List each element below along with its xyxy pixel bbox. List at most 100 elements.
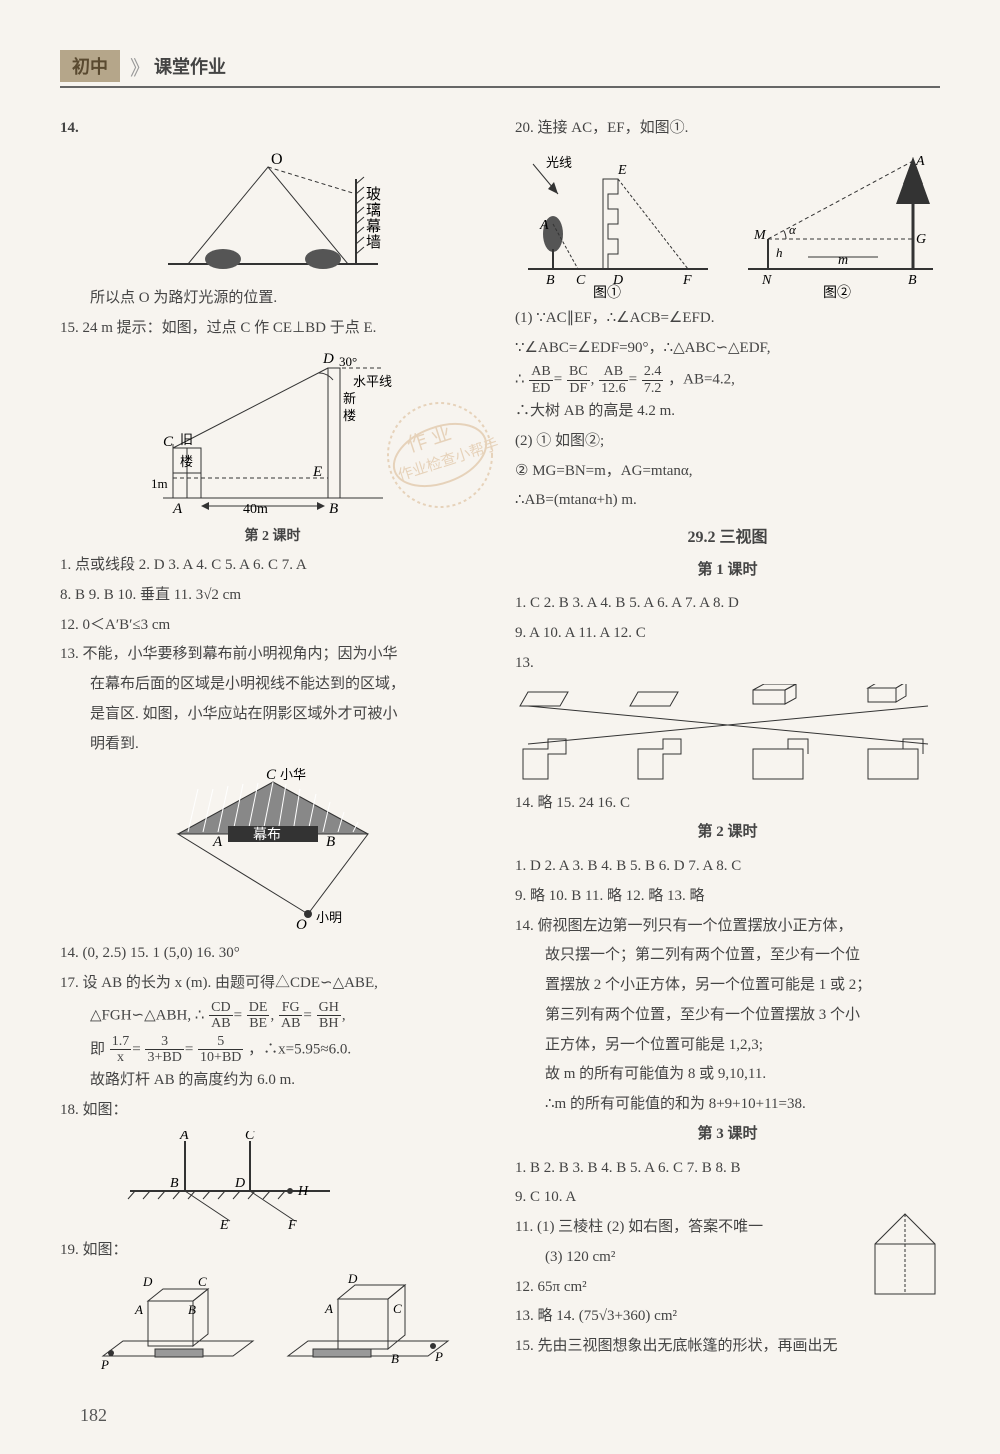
s2-line1: 1. D 2. A 3. B 4. B 5. B 6. D 7. A 8. C bbox=[515, 853, 940, 881]
section-292: 29.2 三视图 bbox=[515, 523, 940, 553]
frac-p2: 33+BD bbox=[145, 1034, 183, 1066]
fig18-A: A bbox=[179, 1131, 189, 1143]
fig19r-B: B bbox=[391, 1351, 399, 1366]
q20-1e: ∴大树 AB 的高是 4.2 m. bbox=[515, 398, 940, 426]
fig14-O: O bbox=[271, 151, 283, 168]
fig15-old1: 旧 bbox=[180, 432, 193, 447]
s2-q14d: 第三列有两个位置，至少有一个位置摆放 3 个小 bbox=[515, 1002, 940, 1030]
fig20-M: M bbox=[753, 228, 767, 243]
fig19-B: B bbox=[188, 1302, 196, 1317]
frac20-1: ABED bbox=[529, 364, 552, 396]
q13-a: 13. 不能，小华要移到幕布前小明视角内；因为小华 bbox=[60, 641, 485, 669]
q20-1b: ∵∠ABC=∠EDF=90°，∴△ABC∽△EDF, bbox=[515, 335, 940, 363]
page-header: 初中 》 课堂作业 bbox=[60, 50, 940, 88]
fig19r-C: C bbox=[393, 1301, 402, 1316]
fig15-D: D bbox=[322, 351, 334, 367]
fig-q14-diagram: O 玻 璃 幕 墙 bbox=[158, 149, 388, 279]
ans-line2: 8. B 9. B 10. 垂直 11. 3√2 cm bbox=[60, 582, 485, 610]
q20-1d: ，AB=4.2, bbox=[668, 372, 735, 388]
header-badge: 初中 bbox=[60, 50, 120, 82]
frac-cd-ab: CDAB bbox=[209, 1000, 232, 1032]
fig18-C: C bbox=[245, 1131, 255, 1143]
fig18-F: F bbox=[287, 1218, 297, 1231]
fig-s3-q11-diagram bbox=[870, 1209, 940, 1304]
s2-q14f: 故 m 的所有可能值为 8 或 9,10,11. bbox=[515, 1061, 940, 1089]
q14b: 14. (0, 2.5) 15. 1 (5,0) 16. 30° bbox=[60, 940, 485, 968]
fig-q18-diagram: A C B D H E F bbox=[120, 1131, 340, 1231]
fig15-angle: 30° bbox=[339, 354, 357, 369]
frac20-4: 2.47.2 bbox=[642, 364, 664, 396]
s2-q14a: 14. 俯视图左边第一列只有一个位置摆放小正方体， bbox=[515, 913, 940, 941]
ans-line3: 12. 0＜A′B′≤3 cm bbox=[60, 612, 485, 640]
fig13-C: C bbox=[266, 767, 277, 783]
s2-q14e: 正方体，另一个位置可能是 1,2,3; bbox=[515, 1032, 940, 1060]
page-number: 182 bbox=[80, 1405, 107, 1426]
section-292-2: 第 2 课时 bbox=[515, 819, 940, 847]
fig20-E: E bbox=[617, 163, 627, 178]
fig-q15-diagram: 旧 楼 新 楼 D 30° 水平线 C E 1m A B 40m bbox=[143, 348, 403, 518]
fig20-F: F bbox=[682, 273, 692, 288]
fig18-D: D bbox=[234, 1176, 245, 1191]
fig20-light: 光线 bbox=[546, 155, 572, 170]
fig-q20-diagram: 光线 E A B C D F 图① bbox=[518, 149, 938, 299]
fig13-O: O bbox=[296, 917, 307, 933]
fig-q13-diagram: 幕布 C 小华 A B O 小明 bbox=[158, 764, 388, 934]
fig20-A: A bbox=[539, 218, 549, 233]
content-columns: 14. bbox=[60, 113, 940, 1387]
q15-text: 15. 24 m 提示：如图，过点 C 作 CE⊥BD 于点 E. bbox=[60, 315, 485, 343]
q17d: ，∴x=5.95≈6.0. bbox=[248, 1041, 351, 1057]
s1-q13: 13. bbox=[515, 650, 940, 678]
s3-q15: 15. 先由三视图想象出无底帐篷的形状，再画出无 bbox=[515, 1333, 940, 1361]
fig20-B: B bbox=[546, 273, 555, 288]
s2-q14g: ∴m 的所有可能值的和为 8+9+10+11=38. bbox=[515, 1091, 940, 1119]
s2-q14b: 故只摆一个；第二列有两个位置，至少有一个位 bbox=[515, 942, 940, 970]
fig19r-A: A bbox=[324, 1301, 333, 1316]
fig20-cap2: 图② bbox=[823, 285, 851, 299]
fig20-G: G bbox=[916, 232, 926, 247]
fig20-Ar: A bbox=[915, 154, 925, 169]
fig18-H: H bbox=[297, 1184, 309, 1199]
q14-num: 14. bbox=[60, 120, 79, 136]
s1-line2: 9. A 10. A 11. A 12. C bbox=[515, 620, 940, 648]
ans-line1: 1. 点或线段 2. D 3. A 4. C 5. A 6. C 7. A bbox=[60, 552, 485, 580]
q20: 20. 连接 AC，EF，如图①. bbox=[515, 115, 940, 143]
fig19r-P: P bbox=[434, 1349, 443, 1364]
fig13-hua: 小华 bbox=[280, 767, 306, 782]
q17b: △FGH∽△ABH, ∴ bbox=[90, 1007, 204, 1023]
fig20-cap1: 图① bbox=[593, 285, 621, 299]
fig20-Br: B bbox=[908, 273, 917, 288]
right-column: 20. 连接 AC，EF，如图①. 光线 E A B bbox=[515, 113, 940, 1387]
fig19r-D: D bbox=[347, 1271, 358, 1286]
section-292-3: 第 3 课时 bbox=[515, 1121, 940, 1149]
s2-line2: 9. 略 10. B 11. 略 12. 略 13. 略 bbox=[515, 883, 940, 911]
s3-q13: 13. 略 14. (75√3+360) cm² bbox=[515, 1303, 940, 1331]
fig19-A: A bbox=[134, 1302, 143, 1317]
fig20-alpha: α bbox=[789, 222, 797, 237]
fig15-C: C bbox=[163, 434, 174, 450]
frac-de-be: DEBE bbox=[247, 1000, 270, 1032]
q20-1c-line: ∴ ABED= BCDF, AB12.6= 2.47.2 ，AB=4.2, bbox=[515, 364, 940, 396]
frac20-3: AB12.6 bbox=[599, 364, 628, 396]
fig20-N: N bbox=[761, 273, 772, 288]
fig19-C: C bbox=[198, 1274, 207, 1289]
frac-fg-ab: FGAB bbox=[279, 1000, 302, 1032]
q20-2c: ∴AB=(mtanα+h) m. bbox=[515, 487, 940, 515]
fig15-A: A bbox=[172, 501, 183, 517]
header-title: 课堂作业 bbox=[154, 53, 226, 79]
fig-s1-q13-diagram bbox=[518, 684, 938, 784]
fig14-wall4: 墙 bbox=[366, 234, 381, 251]
q17e: 故路灯杆 AB 的高度约为 6.0 m. bbox=[60, 1067, 485, 1095]
fig19-P: P bbox=[100, 1357, 109, 1372]
page: 初中 》 课堂作业 14. bbox=[0, 0, 1000, 1454]
frac-p1: 1.7x bbox=[110, 1034, 132, 1066]
frac-p3: 510+BD bbox=[198, 1034, 243, 1066]
s1-line1: 1. C 2. B 3. A 4. B 5. A 6. A 7. A 8. D bbox=[515, 590, 940, 618]
fig18-B: B bbox=[170, 1176, 179, 1191]
q19: 19. 如图： bbox=[60, 1237, 485, 1265]
q13-c: 是盲区. 如图，小华应站在阴影区域外才可被小 bbox=[60, 701, 485, 729]
fig15-level: 水平线 bbox=[353, 374, 392, 389]
fig15-new2: 楼 bbox=[343, 408, 356, 423]
fig15-B: B bbox=[329, 501, 338, 517]
q20-2a: (2) ① 如图②; bbox=[515, 428, 940, 456]
q13-d: 明看到. bbox=[60, 731, 485, 759]
